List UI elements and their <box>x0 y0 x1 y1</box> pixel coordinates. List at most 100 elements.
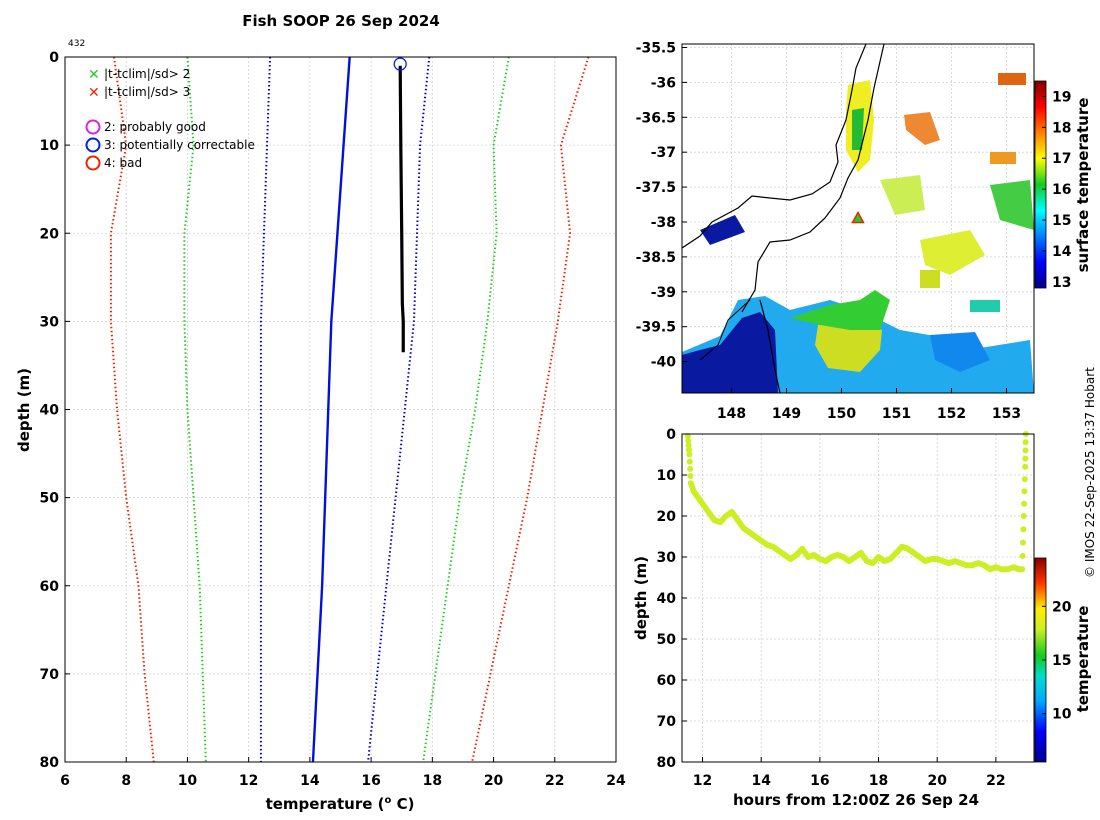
depth-time-ytick-label: 40 <box>657 591 677 607</box>
depth-time-point <box>687 465 694 472</box>
profile-ytick-label: 30 <box>40 314 60 330</box>
map-ytick-label: -37.5 <box>636 180 676 196</box>
depth-time-point <box>687 473 694 480</box>
depth-time-point <box>685 442 692 449</box>
depth-time-xtick-label: 14 <box>751 773 771 789</box>
coastline-shelf <box>699 299 751 361</box>
temp-colorbar-label: temperature <box>1074 606 1092 713</box>
temp-colorbar-tick-label: 20 <box>1052 599 1072 615</box>
coastline-south <box>759 299 781 393</box>
sst-patch-bass-warm <box>815 318 882 372</box>
map-xtick-label: 151 <box>882 406 911 422</box>
depth-time-ytick-label: 20 <box>657 509 677 525</box>
depth-time-grid <box>682 433 1034 763</box>
sst-patch-green <box>790 290 890 330</box>
temp-colorbar-ticks: 10 15 20 <box>1042 599 1072 723</box>
depth-time-xtick-label: 22 <box>986 773 1005 789</box>
map-axes-frame <box>681 43 1035 394</box>
depth-time-point <box>1020 526 1027 533</box>
profile-ytick-label: 10 <box>40 138 60 154</box>
sst-colorbar <box>1034 80 1047 289</box>
depth-time-point <box>1022 439 1029 446</box>
depth-time-point <box>1021 500 1028 507</box>
sst-patch-orange-e <box>990 152 1016 164</box>
coastline <box>682 44 867 249</box>
sst-patch-bass-cold <box>682 312 778 393</box>
sst-patch-eac-edge <box>852 108 864 150</box>
profile-series <box>109 56 590 763</box>
profile-line-clim-2sd <box>422 56 510 763</box>
depth-time-point <box>1022 447 1029 454</box>
depth-time-point <box>686 451 693 458</box>
profile-ytick-label: 70 <box>40 667 60 683</box>
copyright-label: © IMOS 22-Sep-2025 13:37 Hobart <box>1083 367 1097 578</box>
map-ytick-label: -40 <box>651 355 677 371</box>
profile-ytick-label: 80 <box>40 755 60 771</box>
profile-ytick-label: 60 <box>40 579 60 595</box>
legend-x-red: ✕ <box>88 85 100 101</box>
depth-time-xtick-label: 16 <box>810 773 829 789</box>
depth-time-ytick-label: 60 <box>657 673 677 689</box>
map-panel: 148 149 150 151 152 153 -35.5 -36 -36.5 -37 -37.5 -… <box>636 40 1092 422</box>
profile-xtick-label: 8 <box>121 773 131 789</box>
depth-time-xtick-label: 20 <box>927 773 947 789</box>
depth-time-point <box>685 446 692 453</box>
profile-legend: ✕ |t-tclim|/sd> 2 ✕ |t-tclim|/sd> 3 2: p… <box>85 67 255 171</box>
map-ytick-label: -38.5 <box>636 250 676 266</box>
legend-circle-red <box>85 155 101 171</box>
sst-patch-cold-nw <box>700 215 745 245</box>
legend-circle-magenta <box>85 119 101 135</box>
profile-ticks: 6 8 10 12 14 16 18 20 22 24 0 10 20 30 40 50 60 70 80 <box>40 50 626 789</box>
sst-colorbar-tick-label: 19 <box>1052 89 1071 105</box>
map-xtick-label: 153 <box>992 406 1021 422</box>
depth-time-xlabel: hours from 12:00Z 26 Sep 24 <box>733 791 979 809</box>
sst-colorbar-tick-label: 17 <box>1052 151 1071 167</box>
profile-line-clim-1sd <box>259 56 272 762</box>
map-ytick-label: -37 <box>651 145 676 161</box>
depth-time-point <box>1019 552 1026 559</box>
station-marker <box>851 210 865 224</box>
sst-patch-mid2 <box>880 175 925 215</box>
legend-label-2: 2: probably good <box>104 120 206 134</box>
depth-time-ytick-label: 70 <box>657 714 677 730</box>
sst-colorbar-tick-label: 16 <box>1052 182 1071 198</box>
depth-time-ytick-label: 80 <box>657 755 677 771</box>
depth-time-xtick-label: 18 <box>869 773 888 789</box>
map-ytick-label: -38 <box>651 215 676 231</box>
sst-colorbar-tick-label: 13 <box>1052 275 1071 291</box>
sst-field <box>682 44 1034 393</box>
sst-patch-yellow-se <box>920 270 940 288</box>
profile-line-clim-mean <box>311 56 351 763</box>
profile-id: 432 <box>68 39 85 49</box>
chart-title: Fish SOOP 26 Sep 2024 <box>242 12 440 30</box>
map-ytick-label: -36 <box>651 75 676 91</box>
station-triangle <box>851 210 865 224</box>
map-ytick-label: -35.5 <box>636 40 676 56</box>
profile-xtick-label: 14 <box>300 773 320 789</box>
coastline-inner <box>741 44 885 313</box>
sst-colorbar-ticks: 13 14 15 16 17 18 19 <box>1042 89 1072 291</box>
sst-patch-yellow-east <box>920 230 985 275</box>
profile-xtick-label: 6 <box>60 773 70 789</box>
profile-grid <box>64 56 617 763</box>
profile-ytick-label: 50 <box>40 491 60 507</box>
profile-xtick-label: 20 <box>484 773 504 789</box>
map-ytick-label: -36.5 <box>636 110 676 126</box>
profile-ytick-label: 20 <box>40 226 60 242</box>
profile-xtick-label: 22 <box>545 773 564 789</box>
profile-xtick-label: 10 <box>178 773 198 789</box>
map-xtick-label: 148 <box>717 406 746 422</box>
profile-panel: 6 8 10 12 14 16 18 20 22 24 0 10 20 30 40 50 60 70 80 temp… <box>15 50 626 813</box>
depth-time-point <box>1020 513 1027 519</box>
profile-ylabel: depth (m) <box>15 368 33 452</box>
profile-xtick-label: 16 <box>361 773 380 789</box>
depth-time-ytick-label: 0 <box>666 427 676 443</box>
depth-time-point <box>684 433 691 440</box>
profile-xtick-label: 12 <box>239 773 258 789</box>
depth-time-point <box>685 437 692 444</box>
depth-time-point <box>1022 455 1029 462</box>
legend-circle-blue <box>85 137 101 153</box>
legend-label-0: |t-tclim|/sd> 2 <box>104 67 190 81</box>
depth-time-xtick-label: 12 <box>693 773 712 789</box>
